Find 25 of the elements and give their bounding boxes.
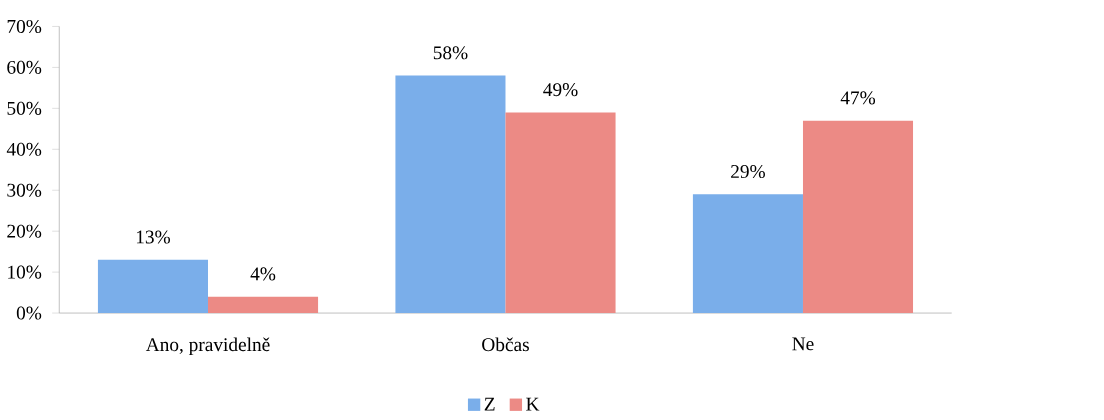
x-tick-label: Ano, pravidelně [145,337,270,355]
data-label: 58% [433,46,468,60]
y-tick-label: 60% [7,60,42,74]
y-tick-label: 30% [7,183,42,197]
y-tick-label: 70% [7,19,42,33]
y-tick-label: 20% [7,224,42,238]
bar [97,259,208,313]
bar [208,296,319,313]
data-label: 29% [731,164,765,178]
y-tick-label: 50% [7,101,42,115]
y-tick-label: 40% [6,142,42,156]
data-label: 49% [543,82,578,97]
data-label: 47% [840,91,876,105]
bar [395,75,506,313]
data-label: 13% [136,230,171,244]
y-tick-label: 0% [16,306,42,320]
legend-label: Z [484,397,495,411]
bar [802,120,914,313]
bar [692,194,803,313]
bar [505,112,616,313]
data-label: 4% [250,267,276,281]
legend-label: K [526,397,540,411]
y-tick-label: 10% [8,265,42,279]
x-tick-label: Ne [792,337,814,351]
x-tick-label: Občas [482,337,529,351]
